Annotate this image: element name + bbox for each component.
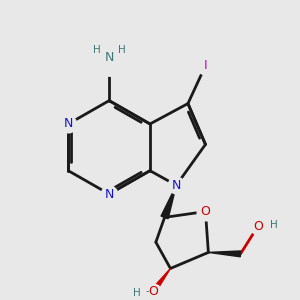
Text: H: H	[93, 44, 101, 55]
Text: -: -	[146, 286, 149, 296]
Text: H: H	[133, 288, 141, 298]
Text: I: I	[204, 59, 207, 72]
Text: N: N	[104, 188, 114, 200]
Text: N: N	[104, 51, 114, 64]
Text: O: O	[200, 205, 210, 218]
Text: N: N	[64, 118, 73, 130]
Polygon shape	[208, 251, 241, 257]
Text: N: N	[172, 179, 181, 192]
Text: H: H	[118, 44, 125, 55]
Text: O: O	[148, 285, 158, 298]
Polygon shape	[161, 185, 176, 219]
Polygon shape	[151, 268, 170, 293]
Text: H: H	[270, 220, 278, 230]
Text: O: O	[253, 220, 263, 232]
